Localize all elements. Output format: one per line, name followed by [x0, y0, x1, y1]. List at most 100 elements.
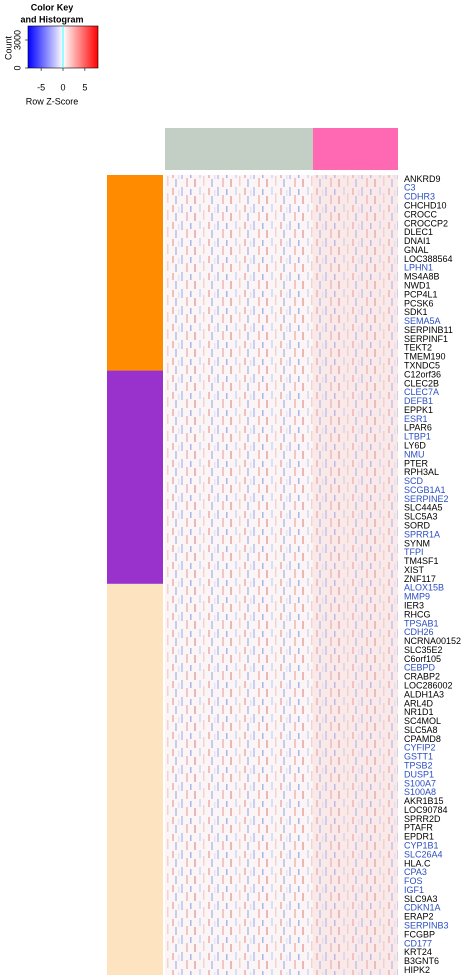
- gene-label: SERPINF1: [404, 334, 448, 344]
- gene-label: C12orf36: [404, 369, 441, 379]
- gene-label: C3: [404, 183, 416, 193]
- gene-label: SERPINE2: [404, 494, 449, 504]
- gene-label: ARL4D: [404, 698, 434, 708]
- column-group-bar: [165, 128, 313, 170]
- gene-label: EPPK1: [404, 405, 433, 415]
- row-group-bar: [107, 583, 163, 975]
- gene-label: CLEC7A: [404, 387, 439, 397]
- gene-label: TXNDC5: [404, 360, 440, 370]
- gene-label: CDH26: [404, 627, 434, 637]
- gene-label: CDKN1A: [404, 903, 441, 913]
- heatmap-body: [165, 175, 398, 975]
- gene-label: SLC5A8: [404, 725, 438, 735]
- gene-label: LPHN1: [404, 263, 433, 273]
- gene-label: FCGBP: [404, 929, 435, 939]
- gene-label: HIPK2: [404, 965, 430, 975]
- gene-label: ALDH1A3: [404, 689, 444, 699]
- gene-label: EPDR1: [404, 832, 434, 842]
- gene-label: SEMA5A: [404, 316, 441, 326]
- gene-label: SERPINB3: [404, 920, 449, 930]
- gene-label: CDHR3: [404, 192, 435, 202]
- gene-label: NCRNA00152: [404, 636, 461, 646]
- gene-label: S100A8: [404, 787, 436, 797]
- gene-label: KRT24: [404, 947, 432, 957]
- gene-label: LOC286002: [404, 680, 453, 690]
- gene-label: LTBP1: [404, 432, 431, 442]
- gene-label: ESR1: [404, 414, 428, 424]
- key-x-tick-label: -5: [37, 82, 45, 92]
- color-key: Color Key and Histogram Count Row Z-Scor…: [3, 2, 83, 106]
- gene-label: RHCG: [404, 609, 431, 619]
- gene-label: ZNF117: [404, 574, 436, 584]
- gene-label: SCD: [404, 476, 424, 486]
- gene-label: IER3: [404, 600, 424, 610]
- key-title: Color Key: [31, 2, 74, 12]
- gene-label: CYFIP2: [404, 743, 436, 753]
- gene-label: MMP9: [404, 592, 430, 602]
- gene-label: RPH3AL: [404, 467, 439, 477]
- gene-label: SYNM: [404, 538, 430, 548]
- key-xlabel: Row Z-Score: [26, 96, 79, 106]
- gene-label: LOC90784: [404, 805, 448, 815]
- gene-label: DUSP1: [404, 769, 434, 779]
- gene-label: NR1D1: [404, 707, 434, 717]
- gene-label: C6orf105: [404, 654, 441, 664]
- heatmap-tint: [312, 175, 398, 975]
- gene-label: DNAI1: [404, 236, 431, 246]
- gene-label: ALOX15B: [404, 583, 444, 593]
- gene-label: NMU: [404, 449, 425, 459]
- gene-label: CROCCP2: [404, 218, 448, 228]
- gene-label: SLC5A3: [404, 512, 438, 522]
- gene-label: SORD: [404, 520, 431, 530]
- gene-label: S100A7: [404, 778, 436, 788]
- gene-label: CHCHD10: [404, 200, 447, 210]
- gene-label: DEFB1: [404, 396, 433, 406]
- key-x-tick-label: 5: [82, 82, 87, 92]
- gene-label: TMEM190: [404, 352, 446, 362]
- key-y-tick-label: 0: [12, 65, 22, 70]
- gene-label: XIST: [404, 565, 425, 575]
- gene-label: CYP1B1: [404, 840, 439, 850]
- gene-label: CLEC2B: [404, 378, 439, 388]
- gene-label: AKR1B15: [404, 796, 444, 806]
- gene-label: LOC388564: [404, 254, 453, 264]
- gene-label: CROCC: [404, 209, 437, 219]
- gene-label: PCP4L1: [404, 289, 438, 299]
- gene-label: SLC44A5: [404, 503, 443, 513]
- gene-label: CEBPD: [404, 663, 436, 673]
- gene-label: SERPINB11: [404, 325, 453, 335]
- gene-label: SLC9A3: [404, 894, 438, 904]
- gene-label: CPA3: [404, 867, 427, 877]
- gene-label: SC4MOL: [404, 716, 441, 726]
- row-group-bar: [107, 175, 163, 371]
- gene-label: SLC26A4: [404, 849, 443, 859]
- gene-label: TFPI: [404, 547, 424, 557]
- row-group-bar: [107, 370, 163, 584]
- key-ylabel: Count: [3, 36, 13, 61]
- gene-label: LY6D: [404, 440, 426, 450]
- gene-label: ANKRD9: [404, 174, 441, 184]
- gene-label: ERAP2: [404, 912, 434, 922]
- gene-label: NWD1: [404, 280, 431, 290]
- gene-label: CD177: [404, 938, 432, 948]
- key-x-tick-label: 0: [60, 82, 65, 92]
- gene-label: TEKT2: [404, 343, 432, 353]
- gene-label: SPRR2D: [404, 814, 441, 824]
- gene-label: TM4SF1: [404, 556, 439, 566]
- gene-label: IGF1: [404, 885, 424, 895]
- column-group-bar: [312, 128, 398, 170]
- gene-label: GSTT1: [404, 752, 433, 762]
- key-title: and Histogram: [20, 14, 83, 24]
- gene-label: PTER: [404, 458, 429, 468]
- gene-label: SLC35E2: [404, 645, 443, 655]
- gene-label: CRABP2: [404, 672, 440, 682]
- gene-label: PCSK6: [404, 298, 434, 308]
- gene-label: B3GNT6: [404, 956, 439, 966]
- gene-label: SCGB1A1: [404, 485, 446, 495]
- gene-label: CPAMD8: [404, 734, 441, 744]
- gene-label: GNAL: [404, 245, 429, 255]
- key-y-tick-label: 3000: [12, 30, 22, 50]
- gene-label: TPSB2: [404, 760, 433, 770]
- gene-label: SPRR1A: [404, 529, 440, 539]
